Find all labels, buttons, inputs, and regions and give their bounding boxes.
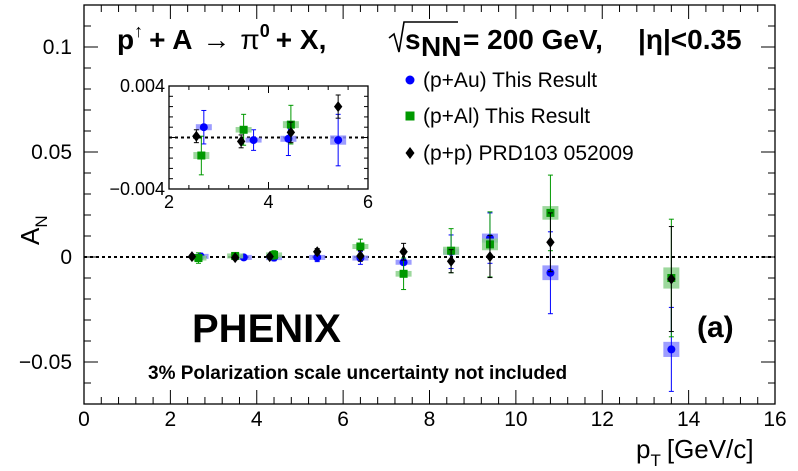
experiment-label: PHENIX xyxy=(192,307,341,351)
legend-label-pau: (p+Au) This Result xyxy=(423,69,597,92)
marker-diamond xyxy=(236,135,246,147)
marker-circle xyxy=(334,136,343,145)
legend-marker-pp xyxy=(405,147,415,159)
title-sqrt-s: s NN = 200 GeV, |η|<0.35 xyxy=(388,21,742,62)
inset-data-points xyxy=(192,94,347,176)
marker-square xyxy=(194,254,203,263)
x-tick-label: 6 xyxy=(363,192,373,212)
x-tick-label: 12 xyxy=(591,408,614,431)
marker-diamond xyxy=(265,251,274,263)
x-tick-label: 0 xyxy=(78,408,90,431)
marker-square xyxy=(197,151,206,160)
svg-text:NN: NN xyxy=(421,31,461,62)
marker-diamond xyxy=(446,255,456,267)
svg-text:= 200 GeV,: = 200 GeV, xyxy=(463,24,603,55)
legend-label-pal: (p+Al) This Result xyxy=(423,105,590,128)
data-point xyxy=(245,129,262,151)
panel-label: (a) xyxy=(697,311,734,344)
marker-diamond xyxy=(485,251,495,263)
legend-marker-pau xyxy=(405,75,415,85)
marker-circle xyxy=(199,123,208,132)
data-point xyxy=(333,94,343,119)
data-point xyxy=(667,226,676,333)
y-axis: −0.05 0 0.05 0.1 xyxy=(19,4,775,405)
y-tick-label: 0 xyxy=(60,246,72,269)
chart-title: p↑ + A → π0 + X, xyxy=(117,21,326,55)
y-tick-label: 0.004 xyxy=(120,76,165,96)
data-point xyxy=(330,113,347,167)
marker-square xyxy=(356,242,365,251)
x-tick-label: 4 xyxy=(263,192,273,212)
legend: (p+Au) This Result (p+Al) This Result (p… xyxy=(405,69,634,165)
marker-diamond xyxy=(230,252,240,264)
marker-circle xyxy=(667,345,676,354)
polarization-note: 3% Polarization scale uncertainty not in… xyxy=(148,363,567,384)
x-tick-label: 8 xyxy=(424,408,436,431)
x-tick-label: 10 xyxy=(504,408,527,431)
x-axis: 0 2 4 6 8 10 12 14 16 xyxy=(78,5,787,431)
y-tick-label: −0.05 xyxy=(19,351,72,374)
marker-circle xyxy=(313,253,322,262)
data-point xyxy=(265,251,274,263)
x-tick-label: 16 xyxy=(763,408,786,431)
y-tick-label: 0.1 xyxy=(43,36,72,59)
y-tick-label: −0.004 xyxy=(109,179,165,199)
marker-diamond xyxy=(667,273,676,285)
y-axis-title: AN xyxy=(15,215,51,245)
main-data-points xyxy=(187,174,680,392)
marker-diamond xyxy=(187,251,197,263)
marker-diamond xyxy=(333,101,343,113)
data-point xyxy=(190,252,207,264)
marker-square xyxy=(239,125,248,134)
series-diamond xyxy=(192,94,343,149)
x-tick-label: 4 xyxy=(251,408,263,431)
data-point xyxy=(485,235,495,279)
data-point xyxy=(195,109,212,145)
marker-diamond xyxy=(399,246,408,258)
marker-circle xyxy=(249,136,258,145)
data-point xyxy=(230,252,240,264)
marker-diamond xyxy=(313,246,322,258)
x-axis-title: pT [GeV/c] xyxy=(636,434,754,470)
x-tick-label: 6 xyxy=(337,408,349,431)
x-tick-label: 2 xyxy=(164,192,174,212)
series-diamond xyxy=(187,212,676,333)
x-tick-label: 2 xyxy=(165,408,177,431)
data-point xyxy=(266,250,283,260)
data-point xyxy=(546,212,555,273)
data-point xyxy=(313,246,322,258)
data-point xyxy=(192,129,201,144)
data-point xyxy=(663,306,680,392)
x-tick-label: 14 xyxy=(677,408,701,431)
marker-square xyxy=(270,250,279,259)
y-tick-label: 0.05 xyxy=(31,141,72,164)
data-point xyxy=(446,249,456,274)
data-point xyxy=(399,242,408,261)
legend-label-pp: (p+p) PRD103 052009 xyxy=(423,142,634,165)
marker-circle xyxy=(546,268,555,277)
marker-square xyxy=(399,269,408,278)
svg-text:s: s xyxy=(405,24,421,55)
legend-marker-pal xyxy=(405,111,415,121)
inset-x-axis: 2 4 6 xyxy=(164,86,373,212)
data-point xyxy=(356,250,365,262)
svg-text:|η|<0.35: |η|<0.35 xyxy=(638,24,742,55)
marker-diamond xyxy=(192,130,201,142)
marker-diamond xyxy=(546,236,555,248)
marker-diamond xyxy=(356,250,365,262)
inset-y-axis: −0.004 0.004 xyxy=(109,76,368,199)
data-point xyxy=(187,251,197,263)
marker-diamond xyxy=(286,126,296,138)
data-point xyxy=(236,134,246,149)
data-point xyxy=(286,121,296,144)
